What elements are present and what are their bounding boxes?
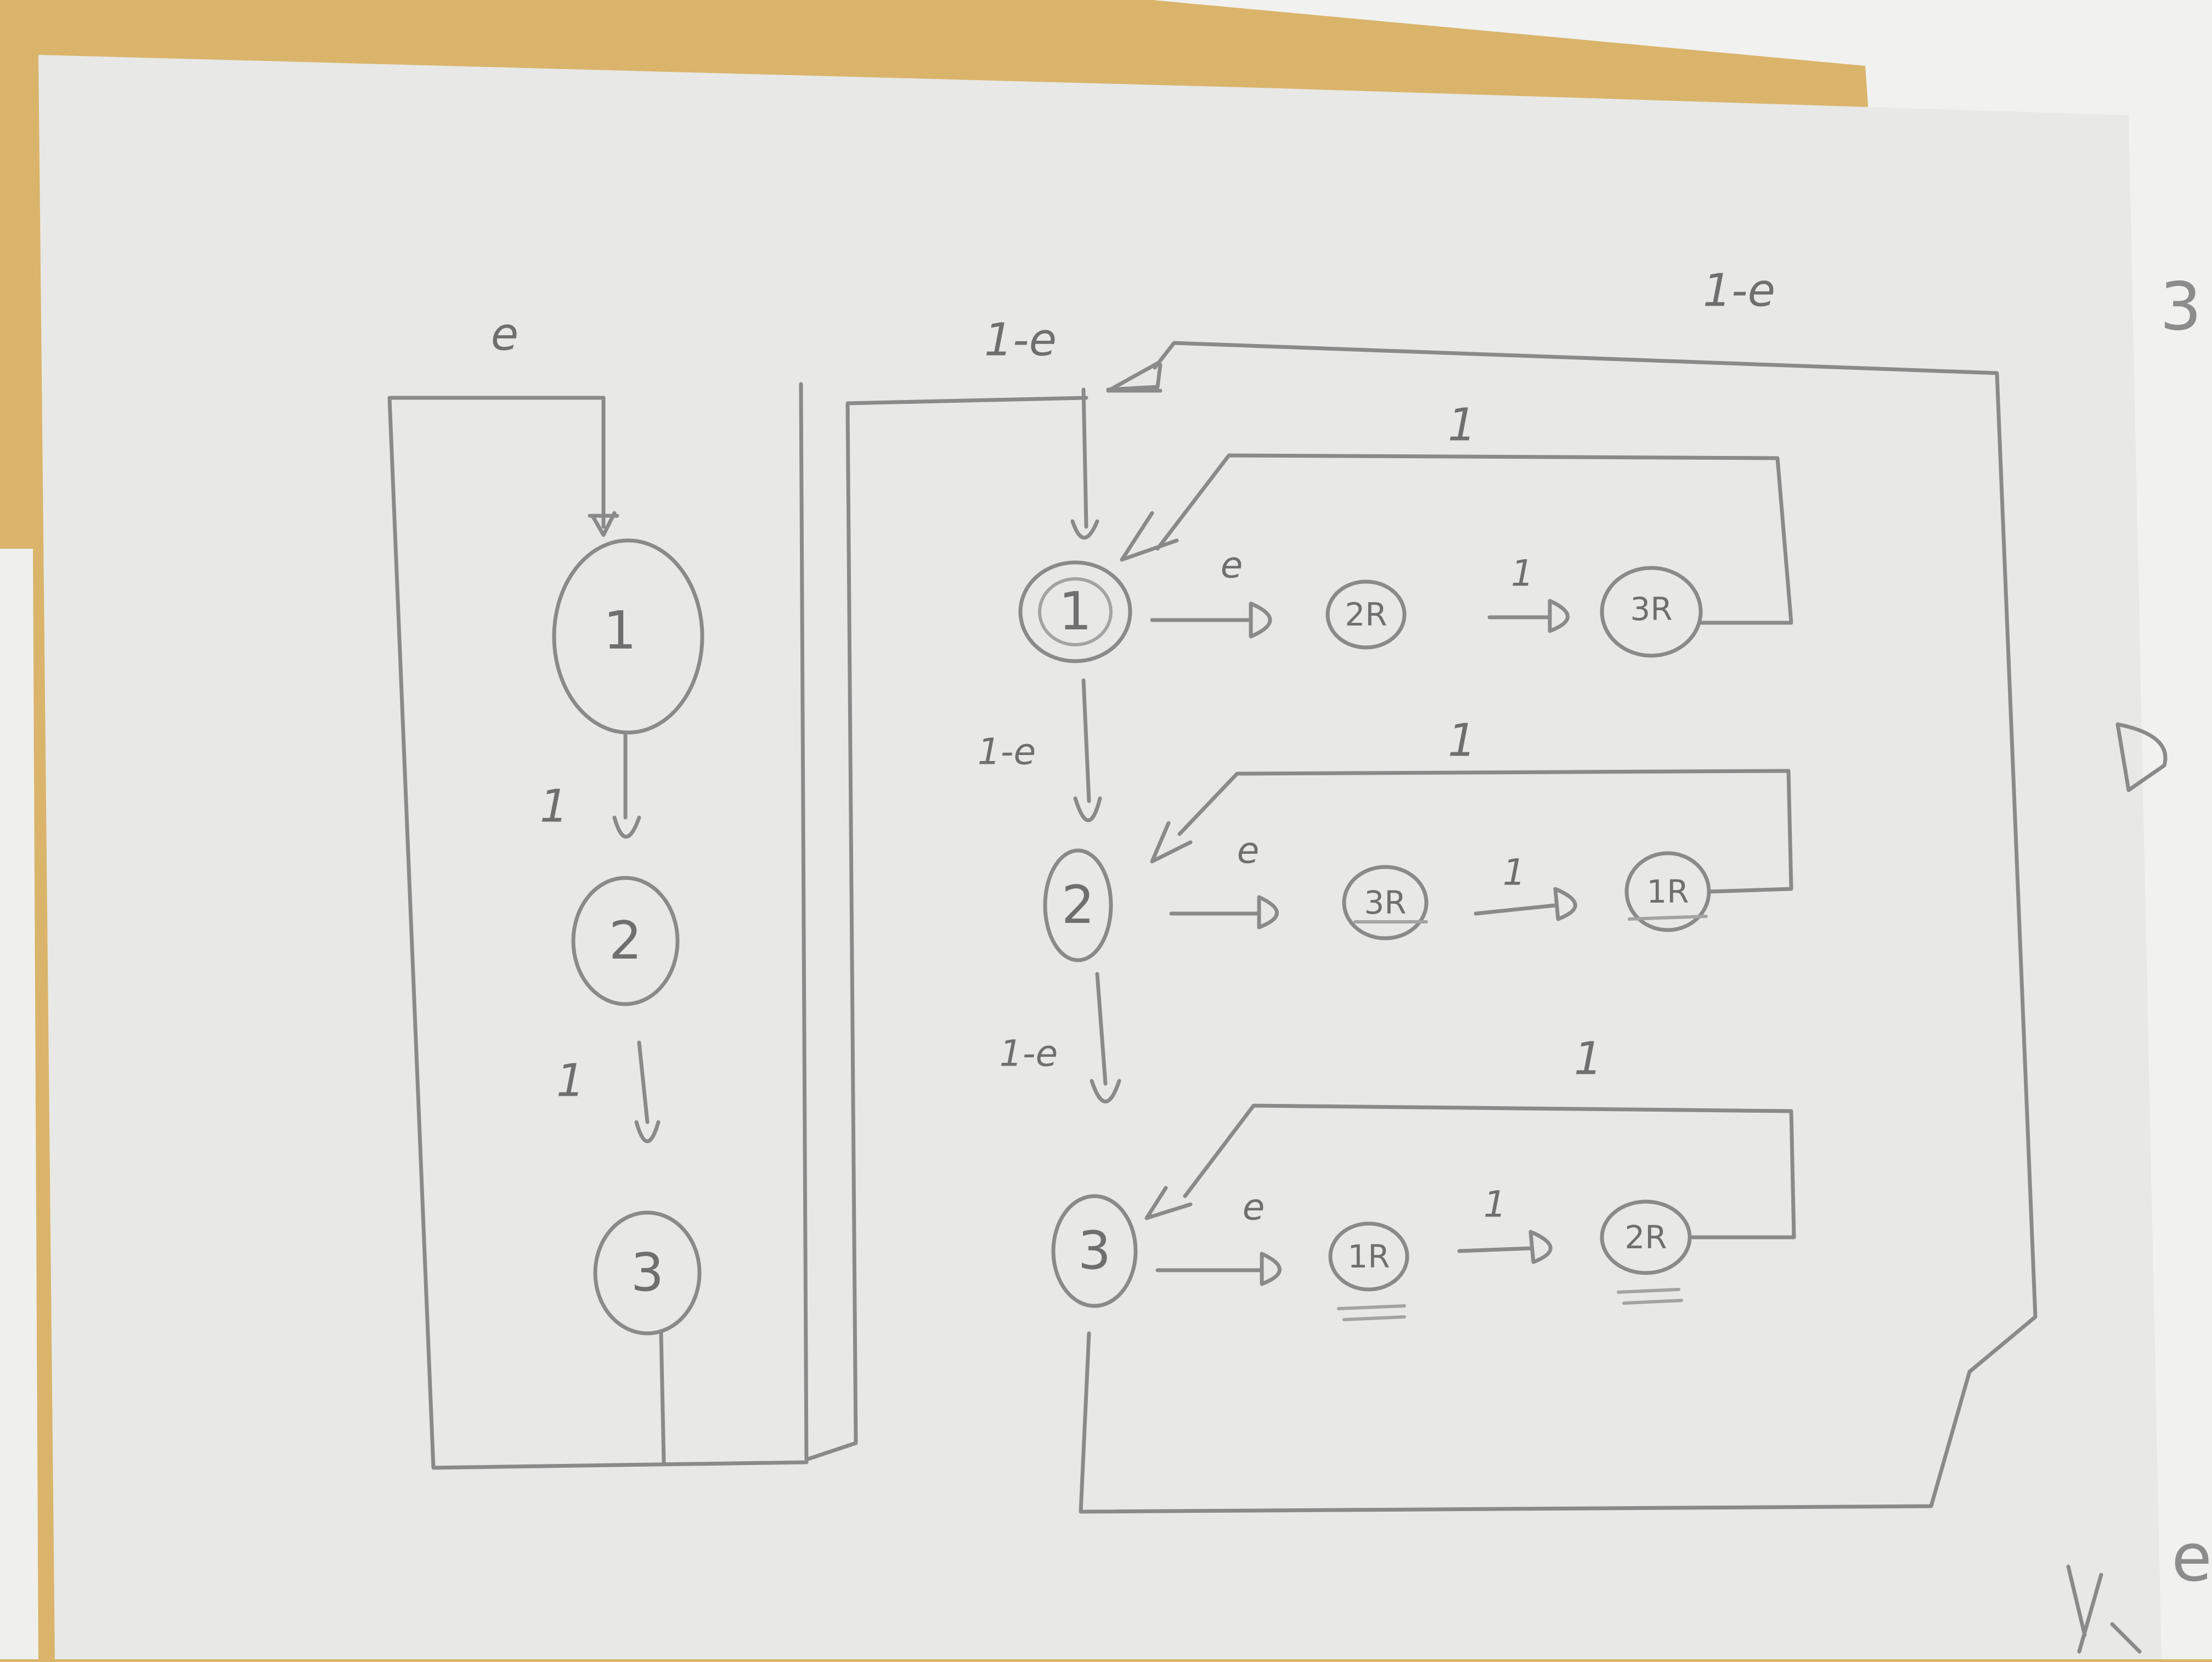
svg-text:3R: 3R [1630, 590, 1672, 628]
svg-text:3: 3 [1078, 1221, 1111, 1281]
left-edge-1-2-label: 1 [540, 781, 568, 833]
row1-down-label: 1-e [978, 731, 1036, 773]
left-node-2: 2 [571, 876, 680, 1006]
row2-loop-label: 1 [1448, 715, 1476, 767]
row1-edge-1-label: e [1221, 544, 1243, 587]
row2-edge-2 [1474, 887, 1577, 921]
row2-down-edge [1090, 972, 1121, 1103]
row3-loop-label: 1 [1574, 1033, 1602, 1085]
row2-down-label: 1-e [1000, 1033, 1058, 1075]
row3-loop-back [1144, 1103, 1796, 1240]
svg-text:1R: 1R [1347, 1238, 1390, 1275]
row3-main-node: 3 [1051, 1194, 1138, 1308]
left-edge-1-2 [612, 730, 641, 839]
row3-edge-2 [1457, 1230, 1553, 1264]
row1-mid-node: 2R [1325, 579, 1407, 650]
svg-text:3R: 3R [1364, 884, 1406, 921]
margin-scribble [2066, 1564, 2142, 1654]
row3-edge-1-label: e [1243, 1186, 1265, 1229]
left-entry-label: e [491, 309, 518, 361]
row2-edge-1 [1169, 895, 1279, 929]
margin-mark-bottom-right: e [2171, 1520, 2212, 1597]
left-node-3: 3 [593, 1210, 702, 1336]
row2-edge-2-label: 1 [1503, 852, 1526, 894]
row3-end-node: 2R [1600, 1199, 1692, 1305]
row3-mid-node: 1R [1328, 1221, 1409, 1321]
svg-text:1: 1 [1059, 582, 1092, 642]
left-edge-2-3 [634, 1040, 661, 1143]
right-entry-label: 1-e [984, 314, 1057, 367]
row2-loop-back [1150, 769, 1793, 894]
row2-main-node: 2 [1043, 848, 1113, 962]
margin-arrowhead-mark [2115, 722, 2168, 792]
right-outer-frame [804, 341, 2038, 1514]
row1-edge-2 [1487, 599, 1570, 633]
svg-text:3: 3 [631, 1243, 664, 1303]
svg-text:1R: 1R [1646, 873, 1689, 910]
right-row-1: 1 e 2R 1 3R 1 1-e [978, 399, 1793, 822]
row2-edge-1-label: e [1237, 830, 1260, 872]
right-entry-arrow [1070, 387, 1099, 540]
right-outer-arrowhead [1106, 361, 1163, 393]
row1-loop-back [1120, 453, 1793, 625]
paper-sheet [38, 55, 2162, 1659]
left-entry-arrow [588, 396, 619, 537]
left-panel: e 1 1 2 1 3 [387, 309, 809, 1470]
row2-mid-node: 3R [1342, 865, 1429, 940]
left-node-1: 1 [552, 538, 704, 735]
row1-edge-2-label: 1 [1511, 553, 1534, 595]
svg-text:2R: 2R [1345, 596, 1387, 633]
right-return-label: 1-e [1703, 265, 1775, 317]
row1-down-edge [1073, 678, 1102, 822]
right-row-2: 2 e 3R 1 1R 1 1-e [1000, 715, 1793, 1103]
right-row-3: 3 e 1R 1 2R 1 [1051, 1033, 1796, 1321]
row1-loop-label: 1 [1448, 399, 1476, 452]
right-panel: 1-e 1-e 1 e 2R 1 3R 1 [804, 265, 2038, 1514]
svg-text:2R: 2R [1624, 1219, 1667, 1256]
row3-edge-1 [1155, 1252, 1282, 1286]
svg-text:2: 2 [1062, 875, 1094, 936]
row3-edge-2-label: 1 [1483, 1184, 1506, 1226]
left-edge-2-3-label: 1 [556, 1055, 585, 1107]
row1-end-node: 3R [1600, 566, 1703, 658]
row1-main-node: 1 [1018, 560, 1132, 663]
margin-mark-top-right: 3 [2160, 269, 2202, 346]
row1-edge-1 [1150, 601, 1272, 639]
background-sheet-left [0, 549, 38, 1659]
svg-text:1: 1 [603, 601, 636, 661]
svg-text:2: 2 [609, 911, 642, 971]
